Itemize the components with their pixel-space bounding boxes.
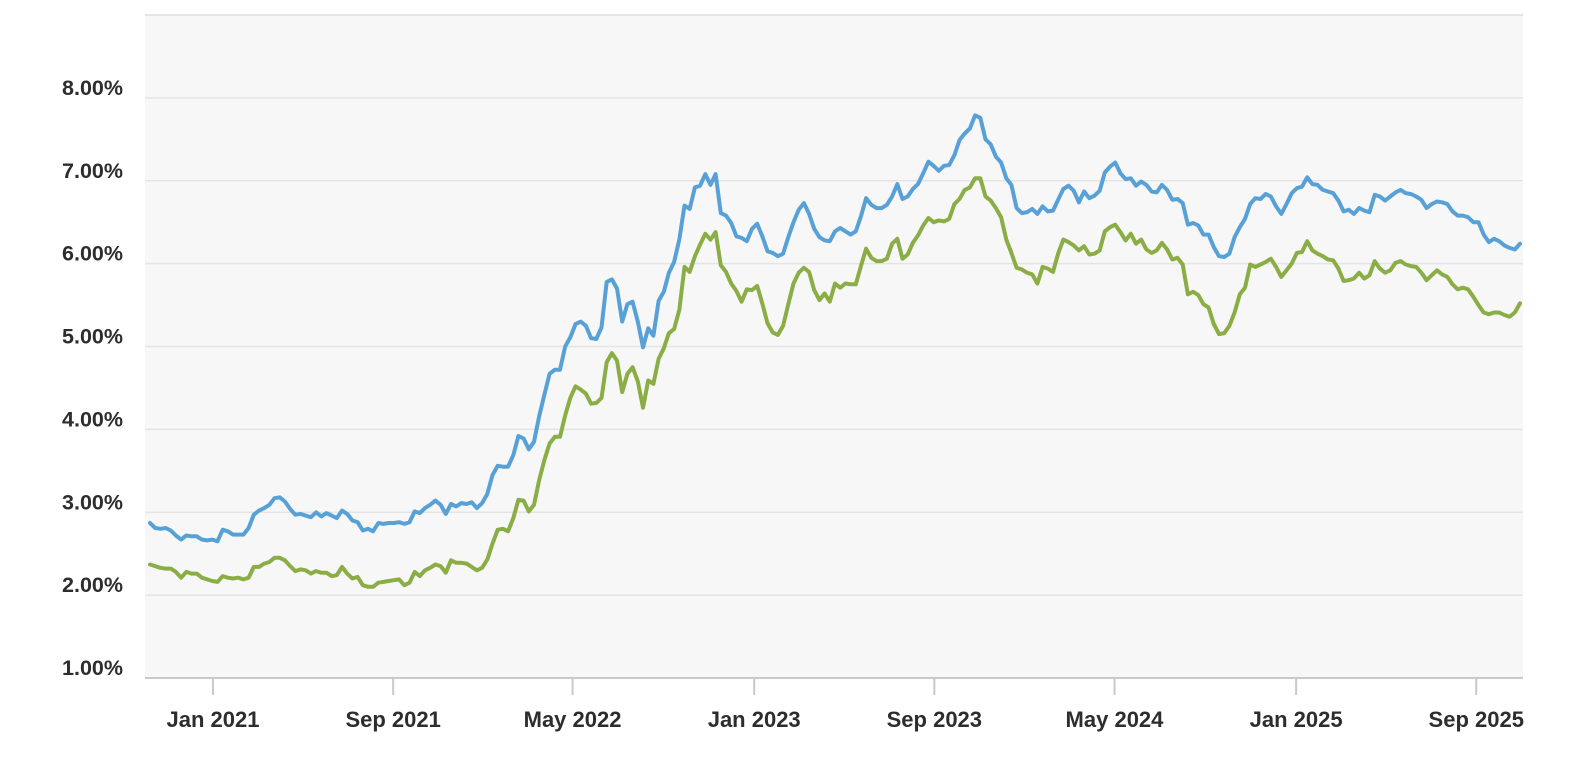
- x-tick-label: May 2022: [524, 707, 622, 732]
- green-series-line: [148, 176, 1522, 589]
- y-tick-label: 2.00%: [62, 573, 123, 597]
- x-tick-label: Sep 2023: [887, 707, 982, 732]
- x-axis-labels: Jan 2021 Sep 2021 May 2022 Jan 2023 Sep 2023…: [167, 678, 1524, 732]
- y-tick-label: 1.00%: [62, 656, 123, 680]
- y-tick-label: 5.00%: [62, 325, 123, 349]
- y-tick-label: 4.00%: [62, 407, 123, 431]
- gridlines: [145, 97, 1523, 596]
- x-tick-label: Jan 2021: [167, 707, 260, 732]
- y-tick-label: 3.00%: [62, 490, 123, 514]
- y-tick-label: 8.00%: [62, 76, 123, 100]
- blue-series-line: [148, 113, 1522, 544]
- y-tick-label: 7.00%: [62, 159, 123, 183]
- x-tick-label: May 2024: [1066, 707, 1165, 732]
- y-tick-label: 6.00%: [62, 242, 123, 266]
- x-tick-label: Sep 2021: [345, 707, 440, 732]
- x-tick-label: Sep 2025: [1429, 707, 1524, 732]
- x-tick-label: Jan 2025: [1250, 707, 1343, 732]
- x-tick-label: Jan 2023: [708, 707, 801, 732]
- y-axis-labels: 8.00% 7.00% 6.00% 5.00% 4.00% 3.00% 2.00% 1.00%: [62, 76, 123, 680]
